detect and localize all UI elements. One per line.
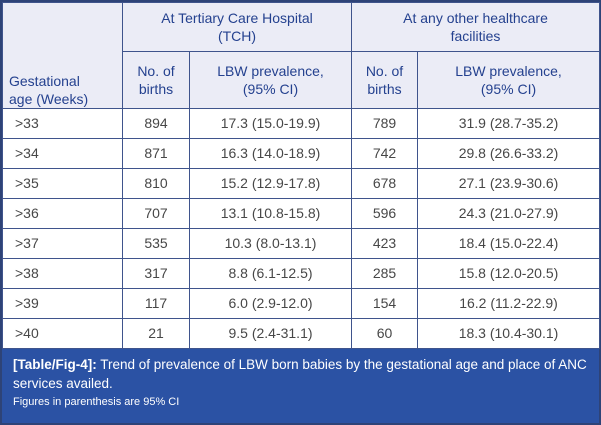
value-cell: 27.1 (23.9-30.6) bbox=[416, 168, 601, 199]
gestational-age-column-header: Gestational age (Weeks) bbox=[2, 2, 123, 109]
table-row: >34 871 16.3 (14.0-18.9) 742 29.8 (26.6-33.2… bbox=[2, 138, 601, 169]
gestational-age-cell: >34 bbox=[2, 138, 123, 169]
value-cell: 18.4 (15.0-22.4) bbox=[416, 228, 601, 259]
table-row: >39 117 6.0 (2.9-12.0) 154 16.2 (11.2-22.9) bbox=[2, 288, 601, 319]
value-cell: 6.0 (2.9-12.0) bbox=[189, 288, 352, 319]
value-cell: 871 bbox=[122, 138, 190, 169]
gestational-age-cell: >40 bbox=[2, 318, 123, 349]
tch-lbw-prevalence-column-header: LBW prevalence, (95% CI) bbox=[189, 51, 352, 109]
value-cell: 29.8 (26.6-33.2) bbox=[416, 138, 601, 169]
value-cell: 8.8 (6.1-12.5) bbox=[189, 258, 352, 289]
table-row: >33 894 17.3 (15.0-19.9) 789 31.9 (28.7-35.2… bbox=[2, 108, 601, 139]
gestational-age-cell: >36 bbox=[2, 198, 123, 229]
value-cell: 154 bbox=[351, 288, 418, 319]
table-row: >36 707 13.1 (10.8-15.8) 596 24.3 (21.0-27.9… bbox=[2, 198, 601, 229]
sub-header-row: No. of births LBW prevalence, (95% CI) N… bbox=[3, 51, 601, 109]
value-cell: 15.8 (12.0-20.5) bbox=[416, 258, 601, 289]
gestational-age-cell: >39 bbox=[2, 288, 123, 319]
caption-line: [Table/Fig-4]: Trend of prevalence of LB… bbox=[13, 356, 588, 393]
value-cell: 10.3 (8.0-13.1) bbox=[189, 228, 352, 259]
gestational-age-cell: >37 bbox=[2, 228, 123, 259]
value-cell: 24.3 (21.0-27.9) bbox=[416, 198, 601, 229]
gestational-age-cell: >35 bbox=[2, 168, 123, 199]
value-cell: 317 bbox=[122, 258, 190, 289]
value-cell: 285 bbox=[351, 258, 418, 289]
value-cell: 894 bbox=[122, 108, 190, 139]
value-cell: 15.2 (12.9-17.8) bbox=[189, 168, 352, 199]
table-row: >40 21 9.5 (2.4-31.1) 60 18.3 (10.4-30.1) bbox=[2, 318, 601, 349]
table-row: >35 810 15.2 (12.9-17.8) 678 27.1 (23.9-30.6… bbox=[2, 168, 601, 199]
table-body: >33 894 17.3 (15.0-19.9) 789 31.9 (28.7-35.2… bbox=[2, 108, 601, 349]
value-cell: 21 bbox=[122, 318, 190, 349]
gestational-age-cell: >38 bbox=[2, 258, 123, 289]
table-header: Gestational age (Weeks) At Tertiary Care… bbox=[2, 2, 601, 109]
value-cell: 789 bbox=[351, 108, 418, 139]
value-cell: 18.3 (10.4-30.1) bbox=[416, 318, 601, 349]
other-births-column-header: No. of births bbox=[351, 51, 418, 109]
lbw-prevalence-table: Gestational age (Weeks) At Tertiary Care… bbox=[2, 2, 601, 349]
figure-caption: [Table/Fig-4]: Trend of prevalence of LB… bbox=[2, 349, 599, 423]
value-cell: 535 bbox=[122, 228, 190, 259]
value-cell: 117 bbox=[122, 288, 190, 319]
caption-note: Figures in parenthesis are 95% CI bbox=[13, 396, 180, 409]
value-cell: 31.9 (28.7-35.2) bbox=[416, 108, 601, 139]
value-cell: 596 bbox=[351, 198, 418, 229]
value-cell: 678 bbox=[351, 168, 418, 199]
value-cell: 423 bbox=[351, 228, 418, 259]
value-cell: 707 bbox=[122, 198, 190, 229]
value-cell: 810 bbox=[122, 168, 190, 199]
other-lbw-prevalence-column-header: LBW prevalence, (95% CI) bbox=[416, 51, 601, 109]
table-row: >37 535 10.3 (8.0-13.1) 423 18.4 (15.0-22.4) bbox=[2, 228, 601, 259]
value-cell: 60 bbox=[351, 318, 418, 349]
table-row: >38 317 8.8 (6.1-12.5) 285 15.8 (12.0-20.5) bbox=[2, 258, 601, 289]
value-cell: 742 bbox=[351, 138, 418, 169]
value-cell: 16.3 (14.0-18.9) bbox=[189, 138, 352, 169]
value-cell: 17.3 (15.0-19.9) bbox=[189, 108, 352, 139]
value-cell: 16.2 (11.2-22.9) bbox=[416, 288, 601, 319]
value-cell: 13.1 (10.8-15.8) bbox=[189, 198, 352, 229]
tch-births-column-header: No. of births bbox=[122, 51, 190, 109]
caption-label: [Table/Fig-4]: bbox=[13, 357, 97, 372]
caption-text: Trend of prevalence of LBW born babies b… bbox=[13, 357, 587, 391]
group-header-row: Gestational age (Weeks) At Tertiary Care… bbox=[2, 2, 601, 109]
value-cell: 9.5 (2.4-31.1) bbox=[189, 318, 352, 349]
gestational-age-cell: >33 bbox=[2, 108, 123, 139]
group-header-tch: At Tertiary Care Hospital (TCH) bbox=[122, 2, 352, 52]
group-header-other-facilities: At any other healthcare facilities bbox=[350, 2, 601, 52]
